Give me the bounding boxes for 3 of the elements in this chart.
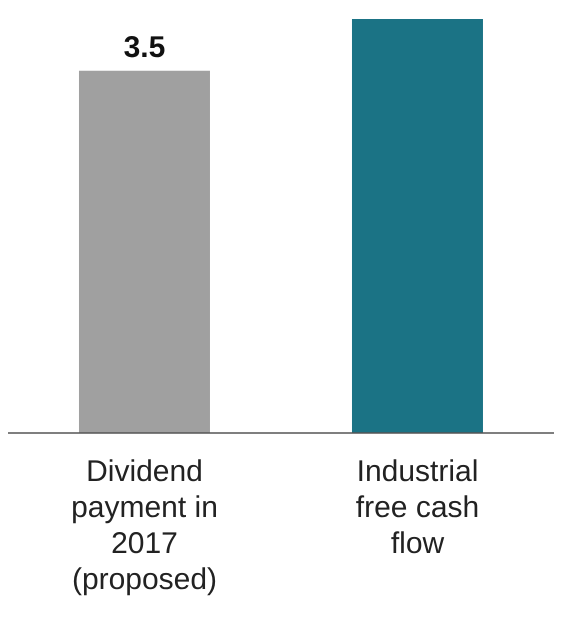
x-tick-label: Industrial free cash flow [356, 455, 480, 560]
data-label: 3.5 [124, 30, 166, 64]
x-tick-label: Dividend payment in 2017 (proposed) [71, 455, 218, 596]
